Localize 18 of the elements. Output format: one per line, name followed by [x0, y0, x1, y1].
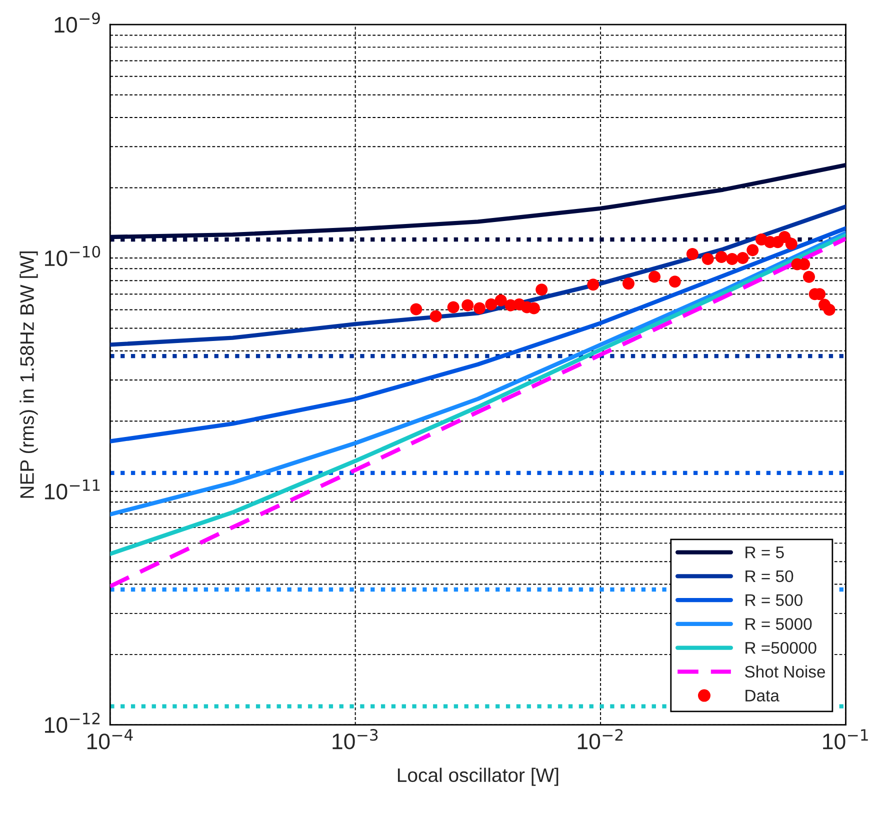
- legend-label: Data: [746, 690, 780, 702]
- y-tick-label: 10$^{−10}$: [45, 246, 100, 266]
- x-tick-label: 10$^{−3}$: [332, 729, 378, 750]
- line-series: [110, 204, 846, 347]
- legend-label: R =50000: [746, 642, 816, 654]
- y-tick-label: 10$^{−11}$: [45, 479, 100, 500]
- x-axis-title: Local oscillator [W]: [398, 768, 558, 786]
- x-tick-label: 10$^{−2}$: [578, 729, 623, 750]
- legend-label: R = 5: [746, 546, 784, 558]
- legend-label: R = 500: [746, 594, 802, 606]
- legend-label: Shot Noise: [744, 665, 826, 678]
- y-tick-label: 10$^{−9}$: [54, 12, 100, 33]
- y-axis-title: NEP (rms) in 1.58Hz BW [W]: [20, 251, 38, 498]
- legend-label: R = 5000: [746, 618, 812, 630]
- line-series: [110, 226, 846, 444]
- line-series: [110, 163, 846, 240]
- legend-label: R = 50: [746, 570, 794, 582]
- x-tick-label: 10$^{−1}$: [823, 729, 868, 750]
